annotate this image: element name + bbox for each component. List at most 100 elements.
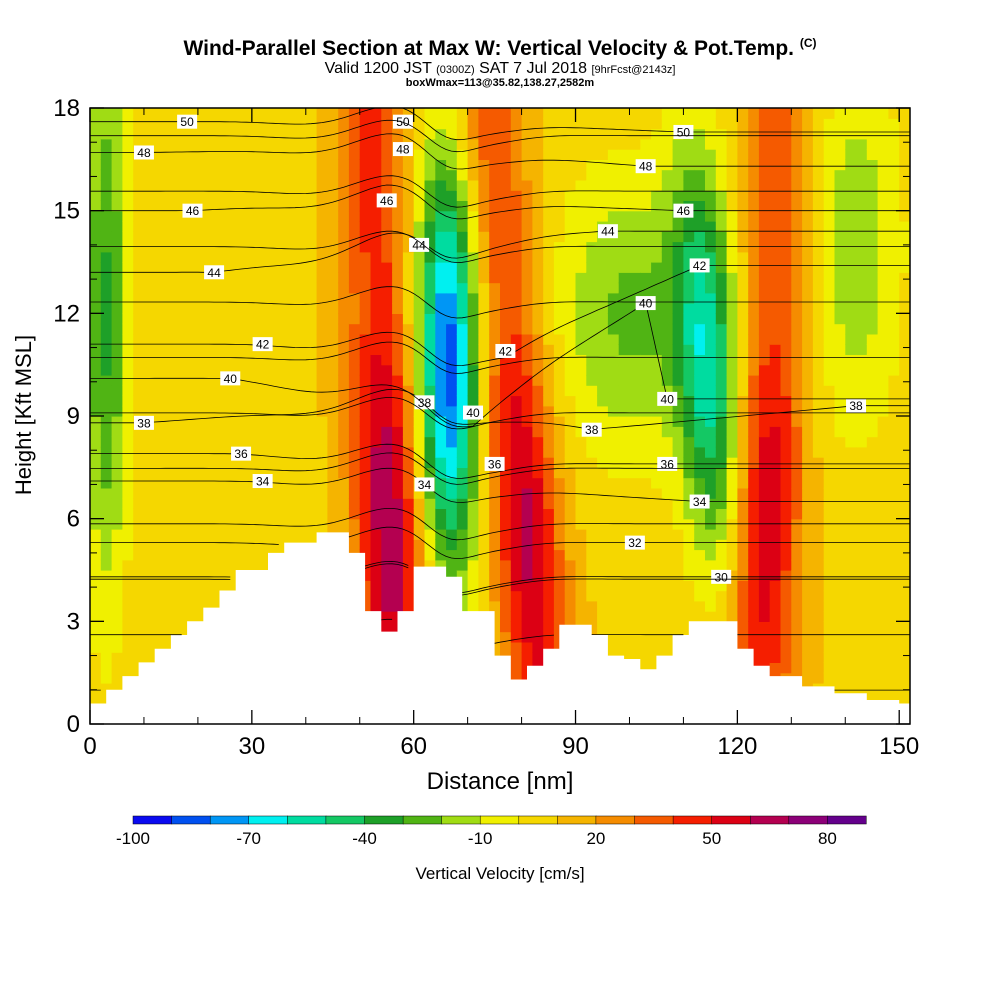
velocity-cell [834,395,846,407]
velocity-cell [683,467,695,479]
velocity-cell [823,354,836,366]
velocity-cell [187,354,199,366]
velocity-cell [359,118,372,130]
velocity-cell [413,364,426,376]
velocity-cell [683,303,695,314]
velocity-cell [553,364,566,376]
velocity-cell [295,262,307,273]
velocity-cell [521,374,533,386]
velocity-cell [111,487,123,499]
velocity-cell [133,169,145,181]
velocity-cell [295,457,307,468]
velocity-cell [230,272,242,284]
velocity-cell [478,518,490,530]
velocity-cell [834,262,846,273]
velocity-cell [694,210,706,222]
velocity-cell [143,159,156,171]
velocity-cell [748,621,760,633]
velocity-cell [769,611,782,622]
velocity-cell [327,241,339,253]
velocity-cell [100,292,113,304]
velocity-cell [651,498,663,509]
velocity-cell [694,457,706,468]
velocity-cell [564,354,577,366]
velocity-cell [532,580,544,592]
velocity-cell [413,333,426,345]
velocity-cell [521,498,533,509]
velocity-cell [737,128,749,140]
velocity-cell [661,487,674,499]
velocity-cell [888,467,900,479]
velocity-cell [532,220,544,232]
velocity-cell [381,600,393,612]
velocity-cell [683,436,695,448]
velocity-cell [899,395,910,407]
velocity-cell [381,303,393,314]
velocity-cell [823,303,836,314]
velocity-cell [607,611,620,622]
velocity-cell [737,333,749,345]
velocity-cell [791,477,803,489]
theta-label: 32 [628,536,642,550]
velocity-cell [295,518,307,530]
velocity-cell [370,405,382,417]
velocity-cell [629,190,641,201]
velocity-cell [100,416,113,427]
velocity-cell [219,159,231,171]
velocity-cell [478,128,490,140]
velocity-cell [737,528,749,540]
velocity-cell [521,436,533,448]
velocity-cell [90,364,102,376]
velocity-cell [489,272,501,284]
velocity-cell [683,323,695,335]
velocity-cell [176,570,188,581]
velocity-cell [758,292,771,304]
velocity-cell [715,436,728,448]
velocity-cell [435,149,447,160]
velocity-cell [446,292,458,304]
velocity-cell [834,251,846,263]
velocity-cell [661,498,674,509]
velocity-cell [586,149,598,160]
velocity-cell [888,457,900,468]
velocity-cell [219,118,231,130]
velocity-cell [780,159,792,171]
velocity-cell [500,138,512,150]
velocity-cell [510,292,523,304]
velocity-cell [618,590,631,602]
velocity-cell [726,179,738,191]
velocity-cell [705,344,717,355]
velocity-cell [769,354,782,366]
velocity-cell [888,590,900,602]
velocity-cell [435,405,447,417]
velocity-cell [208,251,221,263]
velocity-cell [327,395,339,407]
velocity-cell [402,190,415,201]
colorbar-swatch [672,815,713,825]
velocity-cell [187,570,199,581]
velocity-cell [683,570,695,581]
velocity-cell [197,354,210,366]
velocity-cell [758,539,771,551]
velocity-cell [899,292,910,304]
velocity-cell [284,395,296,407]
velocity-cell [197,344,210,355]
velocity-cell [208,487,221,499]
velocity-cell [273,426,285,438]
velocity-cell [359,416,372,427]
velocity-cell [90,149,102,160]
velocity-cell [661,580,674,592]
velocity-cell [823,169,836,181]
velocity-cell [500,108,512,119]
velocity-cell [651,138,663,150]
velocity-cell [241,282,253,294]
velocity-cell [823,662,836,674]
velocity-cell [219,231,231,243]
velocity-cell [370,118,382,130]
velocity-cell [197,262,210,273]
velocity-cell [564,385,577,397]
theta-label-box [409,237,430,252]
velocity-cell [284,477,296,489]
velocity-cell [456,477,469,489]
velocity-cell [348,498,361,509]
